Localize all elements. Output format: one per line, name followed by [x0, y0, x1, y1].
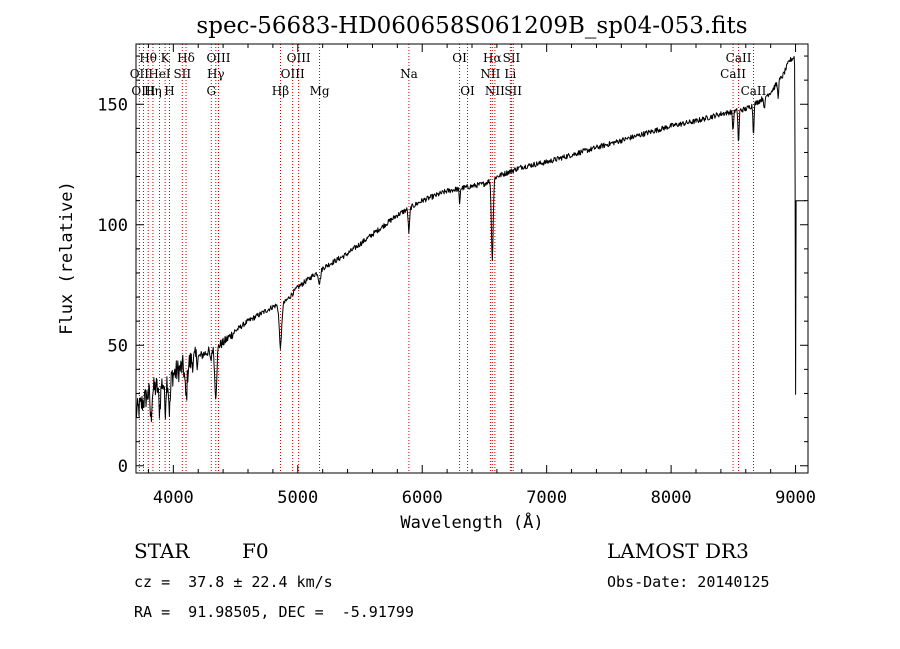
marker-label: OI — [452, 51, 467, 65]
marker-label: CaII — [741, 84, 767, 98]
marker-label: OIII — [281, 67, 305, 81]
marker-label: NII — [485, 84, 505, 98]
y-tick-label: 150 — [97, 95, 128, 115]
marker-label: H — [164, 84, 174, 98]
redshift-readout: cz = 37.8 ± 22.4 km/s — [134, 573, 333, 591]
marker-label: Hβ — [272, 84, 289, 98]
spectrum-line — [135, 55, 806, 423]
marker-label: OII — [130, 67, 150, 81]
y-tick-label: 0 — [118, 457, 128, 477]
marker-label: OIII — [206, 51, 230, 65]
marker-label: CaII — [720, 67, 746, 81]
y-axis-label: Flux (relative) — [57, 181, 77, 335]
x-tick-label: 6000 — [402, 488, 443, 508]
marker-label: K — [161, 51, 171, 65]
marker-label: Hη — [144, 84, 162, 98]
y-tick-label: 100 — [97, 216, 128, 236]
marker-label: NII — [480, 67, 500, 81]
x-tick-label: 4000 — [153, 488, 194, 508]
marker-label: SII — [504, 84, 522, 98]
marker-label: Li — [504, 67, 516, 81]
marker-label: G — [206, 84, 216, 98]
x-tick-label: 7000 — [526, 488, 567, 508]
marker-label: Hγ — [207, 67, 225, 81]
marker-label: HeI — [148, 67, 171, 81]
marker-label: SII — [173, 67, 191, 81]
x-tick-label: 8000 — [651, 488, 692, 508]
x-axis-label: Wavelength (Å) — [400, 511, 543, 533]
survey-name: LAMOST DR3 — [607, 539, 749, 563]
y-tick-label: 50 — [108, 336, 128, 356]
chart-title: spec-56683-HD060658S061209B_sp04-053.fit… — [196, 13, 747, 39]
obs-date: Obs-Date: 20140125 — [607, 573, 770, 591]
spectral-subclass: F0 — [242, 539, 269, 563]
marker-label: OIII — [131, 84, 155, 98]
x-tick-label: 9000 — [775, 488, 816, 508]
marker-label: CaII — [726, 51, 752, 65]
marker-label: Hα — [483, 51, 502, 65]
x-tick-label: 5000 — [277, 488, 318, 508]
coordinates-readout: RA = 91.98505, DEC = -5.91799 — [134, 603, 414, 621]
object-class: STAR — [134, 539, 190, 563]
marker-label: Hδ — [177, 51, 195, 65]
y-axis: 0 50 100 150 — [97, 55, 808, 477]
marker-label: SII — [503, 51, 521, 65]
marker-label: Mg — [310, 84, 330, 98]
marker-label: OIII — [287, 51, 311, 65]
plot-frame — [135, 43, 809, 474]
marker-label: OI — [460, 84, 475, 98]
marker-label: Hθ — [139, 51, 157, 65]
marker-label: Na — [400, 67, 418, 81]
x-axis: 4000 5000 6000 7000 8000 9000 — [147, 44, 816, 508]
